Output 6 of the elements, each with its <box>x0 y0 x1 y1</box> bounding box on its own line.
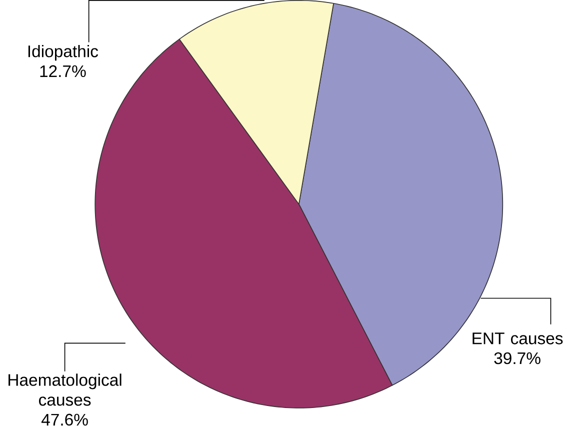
slice-label: ENT causes <box>472 332 563 344</box>
slice-label: Haematological causes <box>8 374 122 406</box>
data-label: 47.6% <box>41 414 88 426</box>
slice-label: Idiopathic <box>28 45 98 61</box>
data-label: 39.7% <box>494 352 540 364</box>
data-label: 12.7% <box>40 65 86 78</box>
